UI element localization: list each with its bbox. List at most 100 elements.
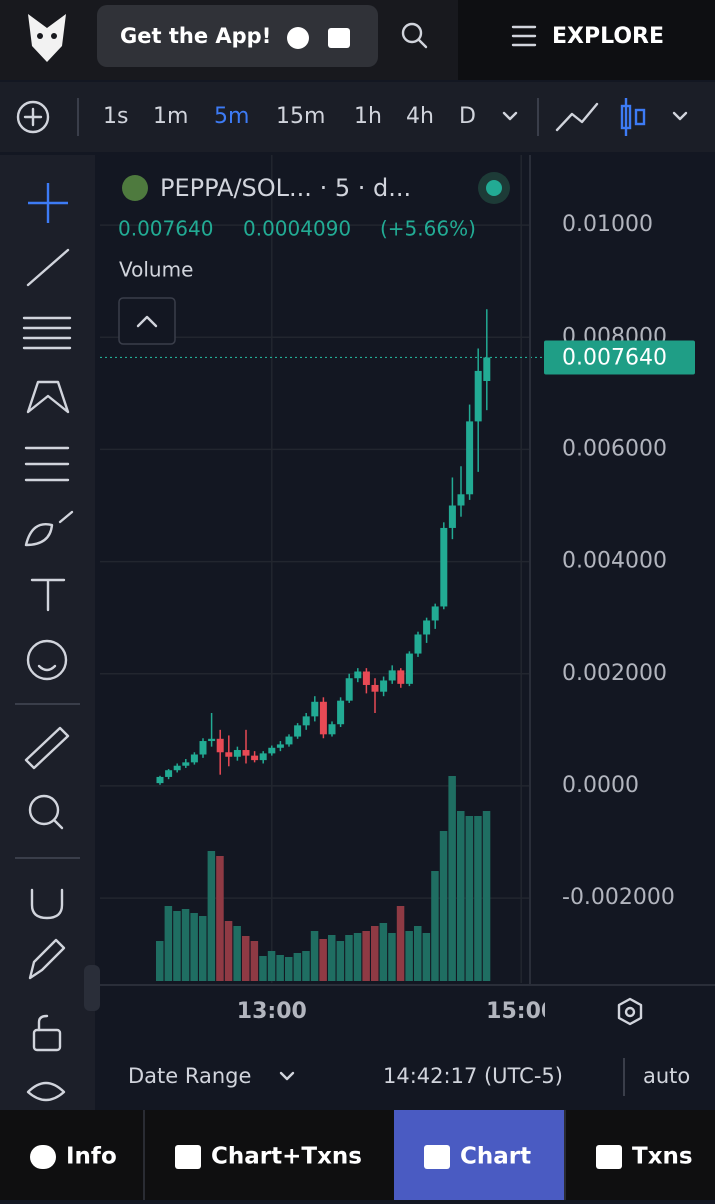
volume-bar [242, 936, 250, 981]
candle-body [371, 684, 379, 692]
candle-body [354, 671, 362, 679]
search-icon[interactable] [401, 22, 428, 49]
volume-bar [173, 911, 181, 981]
change-percent: (+5.66%) [380, 217, 476, 241]
volume-bar [190, 913, 198, 981]
plot-area [100, 155, 530, 983]
trend-line-tool[interactable] [26, 248, 70, 287]
projection-tool[interactable] [24, 446, 70, 482]
ruler-tool[interactable] [24, 726, 70, 770]
volume-bar [448, 776, 456, 981]
candle-body [276, 744, 284, 748]
interval-list: 1s 1m 5m 15m 1h 4h D [103, 104, 476, 129]
collapse-legend[interactable] [118, 297, 176, 345]
collapse-toolbar[interactable] [84, 965, 100, 1011]
date-range[interactable]: Date Range [128, 1064, 251, 1088]
candle-body [474, 370, 482, 422]
volume-bar [431, 871, 439, 981]
magnet-tool[interactable] [30, 888, 64, 920]
list-icon [596, 1145, 622, 1169]
add-indicator[interactable] [16, 100, 50, 134]
get-app-button[interactable] [97, 5, 378, 67]
nav-item[interactable]: Txns [632, 1144, 693, 1170]
price-tick-label: -0.002000 [562, 885, 675, 910]
nav-item[interactable]: Chart [460, 1144, 531, 1170]
volume-bar [371, 926, 379, 981]
price: 0.007640 [118, 217, 213, 241]
candle-chart-icon[interactable] [620, 98, 646, 136]
candle-body [216, 738, 224, 753]
price-tick-label: 0.004000 [562, 549, 667, 574]
candle-body [173, 765, 181, 771]
token-icon [122, 175, 148, 201]
lock-tool[interactable] [32, 1014, 62, 1052]
time-tick-label: 13:00 [237, 999, 307, 1024]
volume-bar [319, 939, 327, 981]
volume-bar [362, 931, 370, 981]
interval-dropdown[interactable] [502, 111, 518, 121]
last-price-tag [544, 340, 695, 375]
volume-bar [285, 957, 293, 981]
zoom-tool[interactable] [28, 794, 64, 830]
interval-button[interactable]: 15m [276, 104, 325, 129]
date-range-dropdown[interactable] [279, 1071, 295, 1081]
volume-bar [293, 953, 302, 981]
candle-body [251, 755, 259, 761]
volume-bar [379, 923, 388, 981]
interval-button[interactable]: 1h [354, 104, 382, 129]
settings-icon[interactable] [617, 997, 643, 1026]
price-tick-label: 0.01000 [562, 212, 653, 237]
volume-bar [482, 811, 491, 981]
menu-icon [511, 25, 537, 47]
candle-body [199, 741, 207, 755]
interval-button[interactable]: 5m [214, 104, 249, 129]
volume-bar [439, 831, 448, 981]
volume-bar [267, 951, 276, 981]
volume-bar [181, 909, 190, 981]
volume-bar [276, 955, 284, 981]
candle-body [466, 421, 474, 495]
time-tick-label: 15:00 [486, 999, 556, 1024]
pattern-tool[interactable] [26, 380, 70, 414]
visibility-tool[interactable] [26, 1081, 66, 1102]
nav-item[interactable]: Info [66, 1144, 117, 1170]
nav-item[interactable]: Chart+Txns [211, 1144, 362, 1170]
interval-button[interactable]: D [459, 104, 476, 129]
text-tool[interactable] [30, 578, 66, 612]
candle-body [190, 754, 198, 763]
scale-mode[interactable]: auto [643, 1064, 690, 1088]
candle-body [259, 753, 267, 761]
fib-tool[interactable] [22, 316, 72, 350]
candle-body [233, 750, 241, 757]
interval-button[interactable]: 4h [406, 104, 434, 129]
volume-bar [336, 941, 345, 981]
volume-bar [164, 906, 173, 981]
candle-body [208, 738, 216, 742]
candle-body [440, 527, 448, 607]
candle-body [414, 634, 422, 654]
candle-body [319, 701, 327, 735]
emoji-tool[interactable] [26, 639, 68, 681]
logo[interactable] [28, 14, 66, 62]
candle-body [311, 701, 319, 717]
get-app-text[interactable]: Get the App! [120, 24, 271, 48]
crosshair-tool[interactable] [28, 183, 68, 223]
brush-tool[interactable] [24, 510, 74, 547]
chevron-up [136, 315, 158, 328]
candle-body [431, 606, 439, 621]
android-icon [328, 28, 350, 48]
explore-button[interactable]: EXPLORE [552, 24, 664, 49]
interval-button[interactable]: 1m [153, 104, 188, 129]
change: 0.0004090 [243, 217, 351, 241]
volume-bar [474, 816, 482, 981]
volume-bar [353, 933, 362, 981]
candle-body [397, 670, 405, 684]
lock-drawing-tool[interactable] [28, 938, 66, 980]
chart-type-dropdown[interactable] [672, 111, 688, 121]
line-chart-icon[interactable] [555, 102, 599, 132]
volume-bar [388, 933, 396, 981]
candle-body [457, 494, 465, 506]
interval-button[interactable]: 1s [103, 104, 128, 129]
volume-bar [396, 906, 405, 981]
